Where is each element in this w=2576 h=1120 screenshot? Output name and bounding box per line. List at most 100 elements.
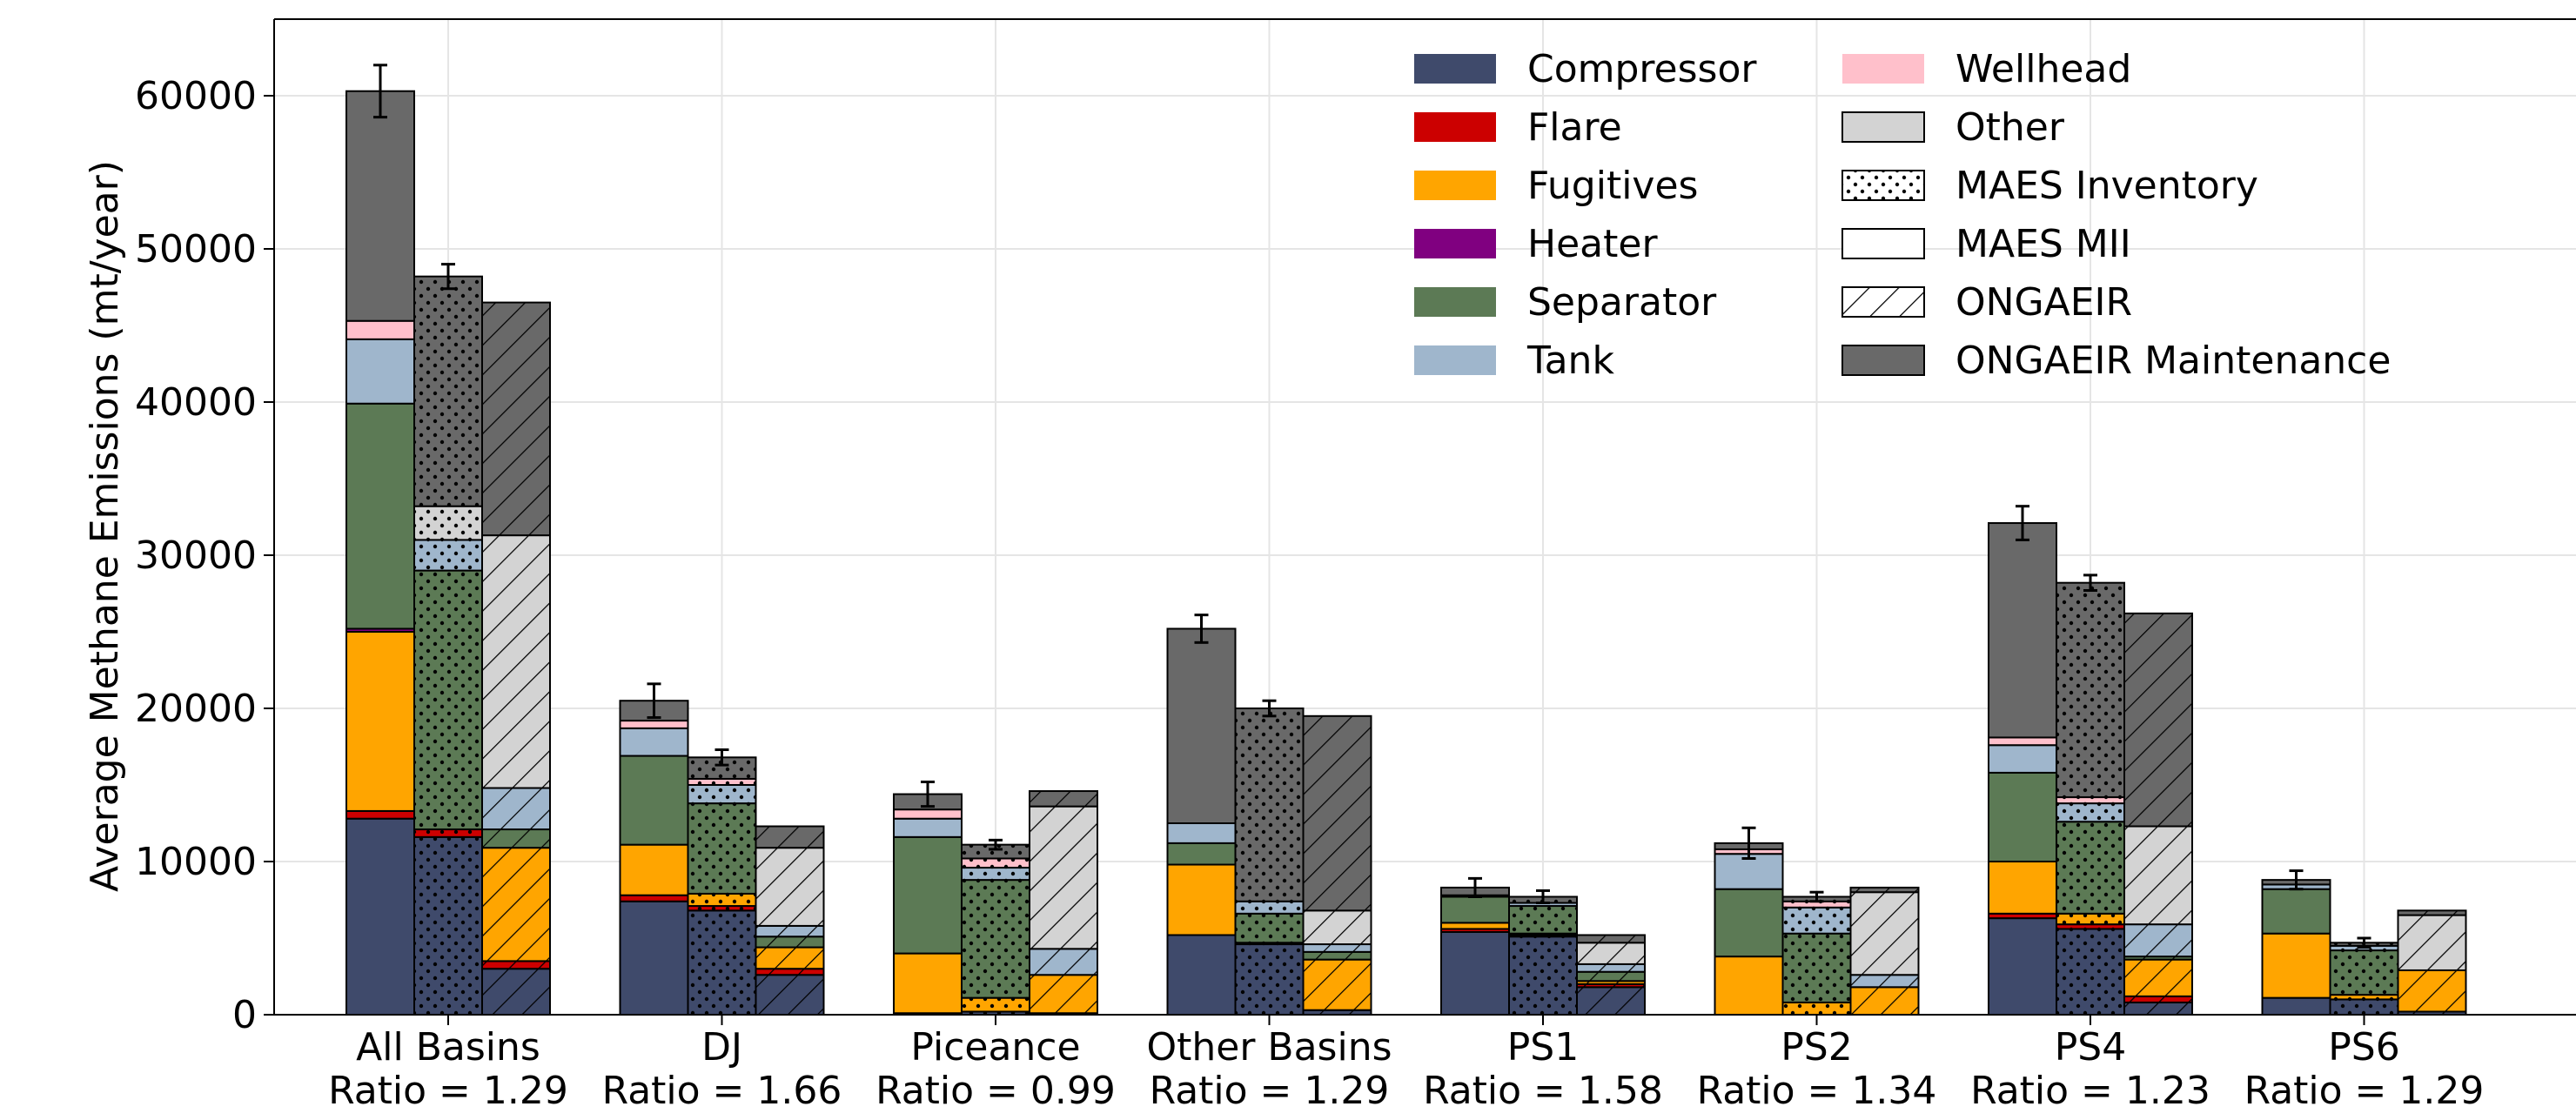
bar-pattern-overlay	[688, 906, 756, 911]
bar-segment-wellhead	[1988, 736, 2057, 747]
bar-pattern-overlay	[1303, 910, 1372, 945]
bar-pattern-overlay	[962, 858, 1030, 869]
y-tick-label: 50000	[135, 227, 257, 272]
bar-pattern-overlay	[755, 925, 824, 937]
bar-segment-tank	[1988, 744, 2057, 774]
bar-pattern-overlay	[755, 975, 824, 1015]
legend-label: Other	[1955, 105, 2065, 150]
bar-pattern-overlay	[1782, 933, 1851, 1003]
bar-pattern-overlay	[688, 803, 756, 894]
bar-segment-fugitives	[1988, 861, 2057, 915]
bar-segment-wellhead	[345, 319, 415, 340]
bar-pattern-overlay	[1030, 949, 1097, 976]
bar-pattern-overlay	[2330, 950, 2398, 996]
bar-pattern-overlay	[2056, 929, 2124, 1015]
x-ratio-label: Ratio = 0.99	[875, 1069, 1116, 1113]
bar-pattern-overlay	[414, 570, 482, 830]
bar-segment-separator	[1714, 888, 1784, 958]
bars	[345, 64, 2467, 1016]
legend-swatch-pattern	[1842, 287, 1924, 317]
bar-pattern-overlay	[2124, 996, 2192, 1003]
bar-pattern-overlay	[755, 848, 824, 926]
x-ratio-label: Ratio = 1.58	[1423, 1069, 1663, 1113]
bar-pattern-overlay	[482, 961, 550, 969]
bar-pattern-overlay	[2124, 956, 2192, 960]
bar-pattern-overlay	[1577, 935, 1645, 943]
bar-pattern-overlay	[1303, 944, 1372, 952]
bar-pattern-overlay	[1030, 791, 1097, 807]
y-tick-label: 0	[232, 993, 257, 1037]
bar-pattern-overlay	[1303, 1009, 1372, 1015]
bar-pattern-overlay	[688, 910, 756, 1015]
bar-pattern-overlay	[1782, 907, 1851, 934]
bar-pattern-overlay	[1577, 942, 1645, 964]
bar-pattern-overlay	[2124, 959, 2192, 996]
bar-pattern-overlay	[1509, 906, 1577, 934]
bar-pattern-overlay	[414, 829, 482, 837]
legend-label: Tank	[1526, 339, 1614, 383]
bar-segment-separator	[1988, 771, 2057, 862]
bar-segment-wellhead	[619, 720, 689, 729]
bar-segment-compressor	[1988, 917, 2057, 1016]
bar-pattern-overlay	[755, 947, 824, 969]
bar-segment-flare	[345, 809, 415, 820]
bar-pattern-overlay	[1577, 971, 1645, 982]
x-ratio-label: Ratio = 1.34	[1697, 1069, 1937, 1113]
bar-segment-maintenance	[345, 90, 415, 322]
bar-pattern-overlay	[2124, 613, 2192, 827]
legend-swatch	[1414, 112, 1496, 142]
x-ratio-label: Ratio = 1.29	[1150, 1069, 1390, 1113]
legend-swatch	[1414, 345, 1496, 375]
bar-segment-maintenance	[1166, 627, 1237, 824]
bar-pattern-overlay	[414, 506, 482, 540]
bar-pattern-overlay	[1030, 806, 1097, 949]
bar-segment-tank	[619, 727, 689, 757]
bar-pattern-overlay	[1509, 936, 1577, 1015]
bar-segment-separator	[619, 754, 689, 846]
bar-pattern-overlay	[1577, 987, 1645, 1015]
x-category-label: DJ	[701, 1025, 742, 1070]
legend-label: Wellhead	[1955, 47, 2131, 91]
legend-label: ONGAEIR	[1955, 280, 2132, 325]
legend-swatch	[1414, 171, 1496, 200]
bar-pattern-overlay	[1303, 715, 1372, 911]
bar-segment-tank	[345, 338, 415, 405]
bar-pattern-overlay	[414, 540, 482, 571]
y-tick-label: 10000	[135, 840, 257, 884]
x-category-label: Piceance	[910, 1025, 1080, 1070]
bar-pattern-overlay	[1303, 959, 1372, 1010]
axis-labels: 0 10000 20000 30000 40000 50000 60000 All Basin…	[135, 74, 2484, 1113]
bar-segment-tank	[893, 817, 963, 838]
legend-label: Heater	[1527, 222, 1658, 266]
x-ratio-label: Ratio = 1.29	[328, 1069, 568, 1113]
bar-pattern-overlay	[2398, 1011, 2466, 1015]
bar-pattern-overlay	[2056, 924, 2124, 929]
legend-swatch	[1414, 229, 1496, 258]
bar-pattern-overlay	[1235, 913, 1304, 943]
bar-pattern-overlay	[1577, 981, 1645, 984]
bar-pattern-overlay	[2056, 797, 2124, 804]
legend-label: MAES Inventory	[1955, 164, 2258, 208]
bar-pattern-overlay	[688, 778, 756, 785]
bar-segment-separator	[1166, 842, 1237, 866]
bar-pattern-overlay	[2056, 913, 2124, 925]
bar-pattern-overlay	[2330, 999, 2398, 1015]
bar-segment-maintenance	[1988, 522, 2057, 739]
bar-pattern-overlay	[2398, 915, 2466, 970]
bar-segment-compressor	[1440, 930, 1510, 1016]
y-tick-label: 40000	[135, 380, 257, 425]
bar-pattern-overlay	[2056, 822, 2124, 914]
bar-pattern-overlay	[1782, 1002, 1851, 1015]
axes	[264, 18, 2576, 1025]
bar-segment-tank	[1166, 822, 1237, 844]
bar-pattern-overlay	[1303, 951, 1372, 960]
bar-pattern-overlay	[2124, 1002, 2192, 1015]
bar-pattern-overlay	[755, 969, 824, 976]
bar-pattern-overlay	[482, 535, 550, 788]
bar-pattern-overlay	[482, 848, 550, 962]
x-ratio-label: Ratio = 1.23	[1970, 1069, 2210, 1113]
bar-pattern-overlay	[688, 893, 756, 907]
x-category-label: PS1	[1507, 1025, 1579, 1070]
bar-segment-fugitives	[1714, 956, 1784, 1016]
